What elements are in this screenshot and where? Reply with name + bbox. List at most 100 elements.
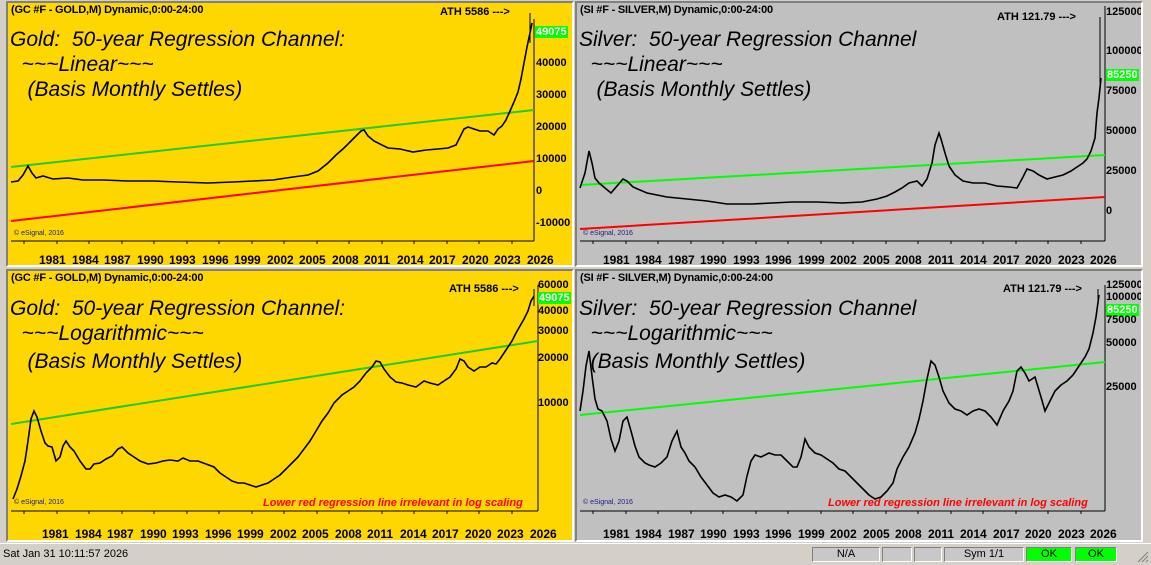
x-tick: 2026 bbox=[527, 253, 554, 267]
x-tick: 1996 bbox=[765, 527, 792, 541]
upper-regression-line bbox=[10, 340, 539, 425]
price-series bbox=[12, 295, 535, 500]
x-tick: 1984 bbox=[75, 527, 102, 541]
x-tick: 2017 bbox=[993, 527, 1020, 541]
x-tick: 1993 bbox=[169, 253, 196, 267]
ath-label: ATH 121.79 ---> bbox=[997, 11, 1076, 23]
chart-title-line-3: (Basis Monthly Settles) bbox=[10, 350, 243, 373]
chart-header: (GC #F - GOLD,M) Dynamic,0:00-24:00 bbox=[11, 272, 204, 284]
chart-title-line-1: Silver: 50-year Regression Channel bbox=[579, 297, 917, 320]
status-cell-ok-2: OK bbox=[1075, 547, 1117, 562]
price-plot[interactable] bbox=[8, 271, 574, 542]
x-tick: 2017 bbox=[429, 253, 456, 267]
chart-title-line-1: Gold: 50-year Regression Channel: bbox=[10, 28, 346, 51]
y-tick: 25000 bbox=[1106, 381, 1137, 393]
chart-header: (SI #F - SILVER,M) Dynamic,0:00-24:00 bbox=[580, 272, 773, 284]
x-tick: 1990 bbox=[700, 253, 727, 267]
x-tick: 2005 bbox=[299, 253, 326, 267]
y-tick: 75000 bbox=[1106, 314, 1137, 326]
chart-title-line-1: Silver: 50-year Regression Channel bbox=[579, 28, 917, 51]
resize-grip-icon[interactable] bbox=[1137, 551, 1149, 563]
log-scale-note: Lower red regression line irrelevant in … bbox=[263, 497, 523, 509]
y-tick: 100000 bbox=[1106, 291, 1143, 303]
copyright-label: © eSignal, 2016 bbox=[14, 499, 64, 506]
chart-title-line-3: (Basis Monthly Settles) bbox=[579, 78, 812, 101]
status-cell-ok-1: OK bbox=[1026, 547, 1072, 562]
y-tick: 30000 bbox=[536, 89, 567, 101]
x-tick: 2014 bbox=[960, 527, 987, 541]
x-tick: 2023 bbox=[494, 253, 521, 267]
x-tick: 2011 bbox=[928, 253, 955, 267]
x-tick: 1999 bbox=[237, 527, 264, 541]
status-cell-blank-2 bbox=[914, 547, 942, 562]
chart-title-line-1: Gold: 50-year Regression Channel: bbox=[10, 297, 346, 320]
x-tick: 1981 bbox=[603, 527, 630, 541]
y-tick: 30000 bbox=[538, 325, 569, 337]
x-tick: 2026 bbox=[1090, 253, 1117, 267]
chart-title-line-2: ~~~Linear~~~ bbox=[10, 53, 154, 76]
status-timestamp: Sat Jan 31 10:11:57 2026 bbox=[3, 548, 129, 560]
x-tick: 1993 bbox=[733, 527, 760, 541]
x-tick: 1990 bbox=[140, 527, 167, 541]
y-tick: 40000 bbox=[538, 305, 569, 317]
copyright-label: © eSignal, 2016 bbox=[583, 230, 633, 237]
x-tick: 2011 bbox=[367, 527, 394, 541]
chart-header: (SI #F - SILVER,M) Dynamic,0:00-24:00 bbox=[580, 4, 773, 16]
x-tick: 1990 bbox=[700, 527, 727, 541]
x-tick: 1981 bbox=[603, 253, 630, 267]
x-tick: 2026 bbox=[530, 527, 557, 541]
upper-regression-line bbox=[579, 154, 1106, 186]
x-tick: 2005 bbox=[863, 253, 890, 267]
x-tick: 1999 bbox=[234, 253, 261, 267]
x-tick: 2005 bbox=[302, 527, 329, 541]
x-tick: 2002 bbox=[267, 253, 294, 267]
price-plot[interactable] bbox=[577, 271, 1143, 542]
last-price-badge: 49075 bbox=[535, 26, 568, 38]
chart-title-line-3: (Basis Monthly Settles) bbox=[579, 350, 806, 373]
price-plot[interactable] bbox=[8, 3, 574, 267]
y-tick: 10000 bbox=[538, 397, 569, 409]
ath-label: ATH 5586 ---> bbox=[449, 283, 519, 295]
y-tick: 0 bbox=[536, 185, 543, 197]
y-tick: 0 bbox=[1106, 205, 1113, 217]
x-tick: 2005 bbox=[863, 527, 890, 541]
x-tick: 2014 bbox=[397, 253, 424, 267]
log-scale-note: Lower red regression line irrelevant in … bbox=[828, 497, 1088, 509]
lower-regression-line bbox=[579, 196, 1106, 230]
x-tick: 1987 bbox=[104, 253, 131, 267]
x-tick: 2017 bbox=[993, 253, 1020, 267]
chart-title-line-2: ~~~Linear~~~ bbox=[579, 53, 723, 76]
x-tick: 1999 bbox=[798, 253, 825, 267]
y-tick: 25000 bbox=[1106, 165, 1137, 177]
chart-panel-silver-log[interactable]: (SI #F - SILVER,M) Dynamic,0:00-24:00 Si… bbox=[575, 269, 1143, 542]
x-tick: 1987 bbox=[107, 527, 134, 541]
x-tick: 2002 bbox=[270, 527, 297, 541]
x-tick: 1996 bbox=[205, 527, 232, 541]
chart-panel-gold-log[interactable]: (GC #F - GOLD,M) Dynamic,0:00-24:00 Gold… bbox=[6, 269, 574, 542]
status-cell-symbol: Sym 1/1 bbox=[944, 547, 1024, 562]
y-tick: 20000 bbox=[538, 352, 569, 364]
chart-panel-gold-linear[interactable]: (GC #F - GOLD,M) Dynamic,0:00-24:00 Gold… bbox=[6, 1, 574, 267]
x-tick: 2023 bbox=[1058, 527, 1085, 541]
x-tick: 1987 bbox=[668, 527, 695, 541]
y-tick: 125000 bbox=[1106, 279, 1143, 291]
x-tick: 2008 bbox=[332, 253, 359, 267]
last-price-badge: 49075 bbox=[538, 292, 571, 304]
status-cell-blank-1 bbox=[882, 547, 912, 562]
ath-label: ATH 121.79 ---> bbox=[1003, 283, 1082, 295]
price-series bbox=[579, 77, 1102, 205]
x-tick: 2020 bbox=[465, 527, 492, 541]
x-tick: 2020 bbox=[462, 253, 489, 267]
x-tick: 1984 bbox=[635, 527, 662, 541]
last-price-badge: 85250 bbox=[1106, 69, 1139, 81]
x-tick: 1984 bbox=[635, 253, 662, 267]
status-bar: Sat Jan 31 10:11:57 2026 N/A Sym 1/1 OK … bbox=[0, 543, 1151, 565]
x-tick: 2017 bbox=[432, 527, 459, 541]
upper-regression-line bbox=[10, 109, 535, 168]
price-plot[interactable] bbox=[577, 3, 1143, 267]
x-tick: 2014 bbox=[400, 527, 427, 541]
x-tick: 2008 bbox=[895, 527, 922, 541]
status-cell-na: N/A bbox=[812, 547, 880, 562]
y-tick: 50000 bbox=[1106, 337, 1137, 349]
chart-panel-silver-linear[interactable]: (SI #F - SILVER,M) Dynamic,0:00-24:00 Si… bbox=[575, 1, 1143, 267]
